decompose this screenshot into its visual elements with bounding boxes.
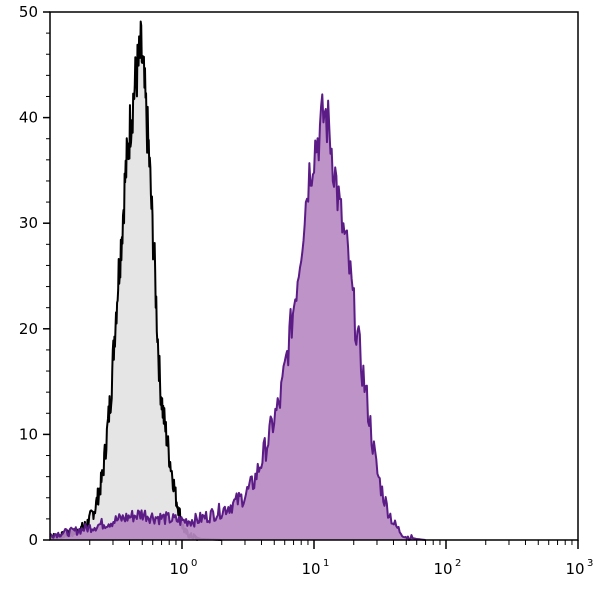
x-tick-label: 10: [169, 560, 188, 578]
x-axis: 10 0 10 1 10 2 10 3: [89, 540, 593, 578]
y-tick-label: 0: [28, 531, 38, 549]
series-2-line: [49, 93, 426, 541]
x-tick-exponent: 2: [455, 558, 461, 569]
y-tick-label: 40: [19, 109, 38, 127]
y-tick-label: 50: [19, 3, 38, 21]
x-tick-label: 10: [301, 560, 320, 578]
y-tick-label: 20: [19, 320, 38, 338]
x-tick-label: 10: [433, 560, 452, 578]
x-tick-label: 10: [565, 560, 584, 578]
x-tick-exponent: 0: [191, 558, 197, 569]
series-2-fill: [50, 94, 426, 540]
series-1-fill: [50, 21, 222, 541]
y-axis: 0 10 20 30 40 50: [19, 3, 50, 549]
y-tick-label: 30: [19, 214, 38, 232]
y-tick-label: 10: [19, 425, 38, 443]
x-tick-exponent: 1: [323, 558, 329, 569]
series-fills: [49, 20, 426, 541]
x-tick-exponent: 3: [587, 558, 593, 569]
